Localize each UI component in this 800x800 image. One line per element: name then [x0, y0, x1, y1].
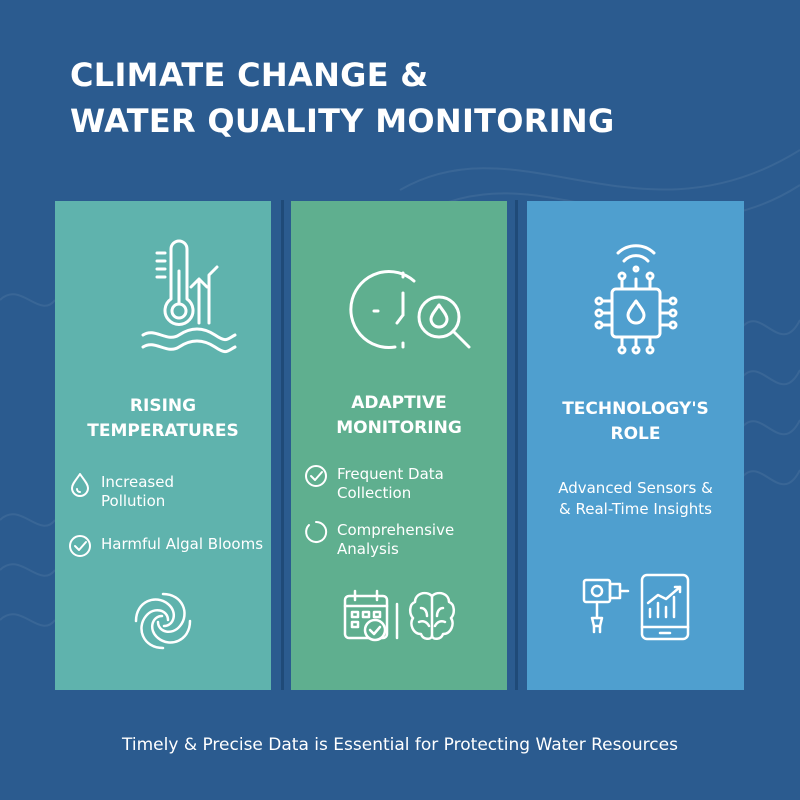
panel-title: ADAPTIVE MONITORING	[291, 391, 507, 441]
panel-title-line-1: ADAPTIVE	[351, 393, 447, 413]
calendar-check-icon	[341, 586, 403, 650]
panel-description-line-2: & Real-Time Insights	[559, 500, 712, 518]
list-item: Increased Pollution	[67, 473, 265, 511]
list-item-text: Comprehensive Analysis	[337, 521, 455, 558]
sensor-chip-icon	[527, 231, 744, 361]
list-item-text: Frequent Data Collection	[337, 465, 444, 502]
thermometer-waves-icon	[55, 231, 271, 361]
sensor-probe-icon	[580, 572, 630, 646]
brain-icon	[407, 586, 457, 650]
bottom-icon-row	[527, 571, 744, 647]
droplet-icon	[67, 471, 93, 497]
panel-title: TECHNOLOGY'S ROLE	[527, 397, 744, 447]
panel-rising-temperatures: RISING TEMPERATURES Increased Pollution …	[55, 201, 271, 690]
page-title-line-1: CLIMATE CHANGE &	[70, 56, 429, 94]
panel-title-line-1: RISING	[129, 396, 197, 416]
panel-adaptive-monitoring: ADAPTIVE MONITORING Frequent Data Collec…	[291, 201, 507, 690]
panel-technologys-role: TECHNOLOGY'S ROLE Advanced Sensors & & R…	[527, 201, 744, 690]
panel-divider	[281, 200, 284, 690]
tablet-chart-icon	[638, 571, 692, 647]
check-circle-icon	[67, 533, 93, 559]
check-circle-icon	[303, 463, 329, 489]
panel-description: Advanced Sensors & & Real-Time Insights	[537, 478, 734, 520]
panel-title-line-2: ROLE	[610, 424, 661, 444]
panel-title-line-2: TEMPERATURES	[87, 421, 239, 441]
page-title: CLIMATE CHANGE & WATER QUALITY MONITORIN…	[70, 52, 750, 144]
list-item: Frequent Data Collection	[303, 465, 501, 503]
panel-title: RISING TEMPERATURES	[55, 394, 271, 444]
list-item-text: Increased Pollution	[101, 473, 175, 510]
panel-title-line-1: TECHNOLOGY'S	[562, 399, 709, 419]
panel-title-line-2: MONITORING	[336, 418, 462, 438]
list-item-text: Harmful Algal Blooms	[101, 535, 264, 553]
clock-magnifier-drop-icon	[291, 231, 507, 361]
list-item: Comprehensive Analysis	[303, 519, 501, 559]
page-title-line-2: WATER QUALITY MONITORING	[70, 102, 615, 140]
swirl-icon	[55, 586, 271, 656]
panel-divider	[515, 200, 518, 690]
bottom-icon-row	[291, 586, 507, 650]
circle-icon	[303, 519, 329, 545]
panel-description-line-1: Advanced Sensors &	[558, 479, 713, 497]
footer-tagline: Timely & Precise Data is Essential for P…	[122, 735, 678, 755]
list-item: Harmful Algal Blooms	[67, 535, 265, 559]
